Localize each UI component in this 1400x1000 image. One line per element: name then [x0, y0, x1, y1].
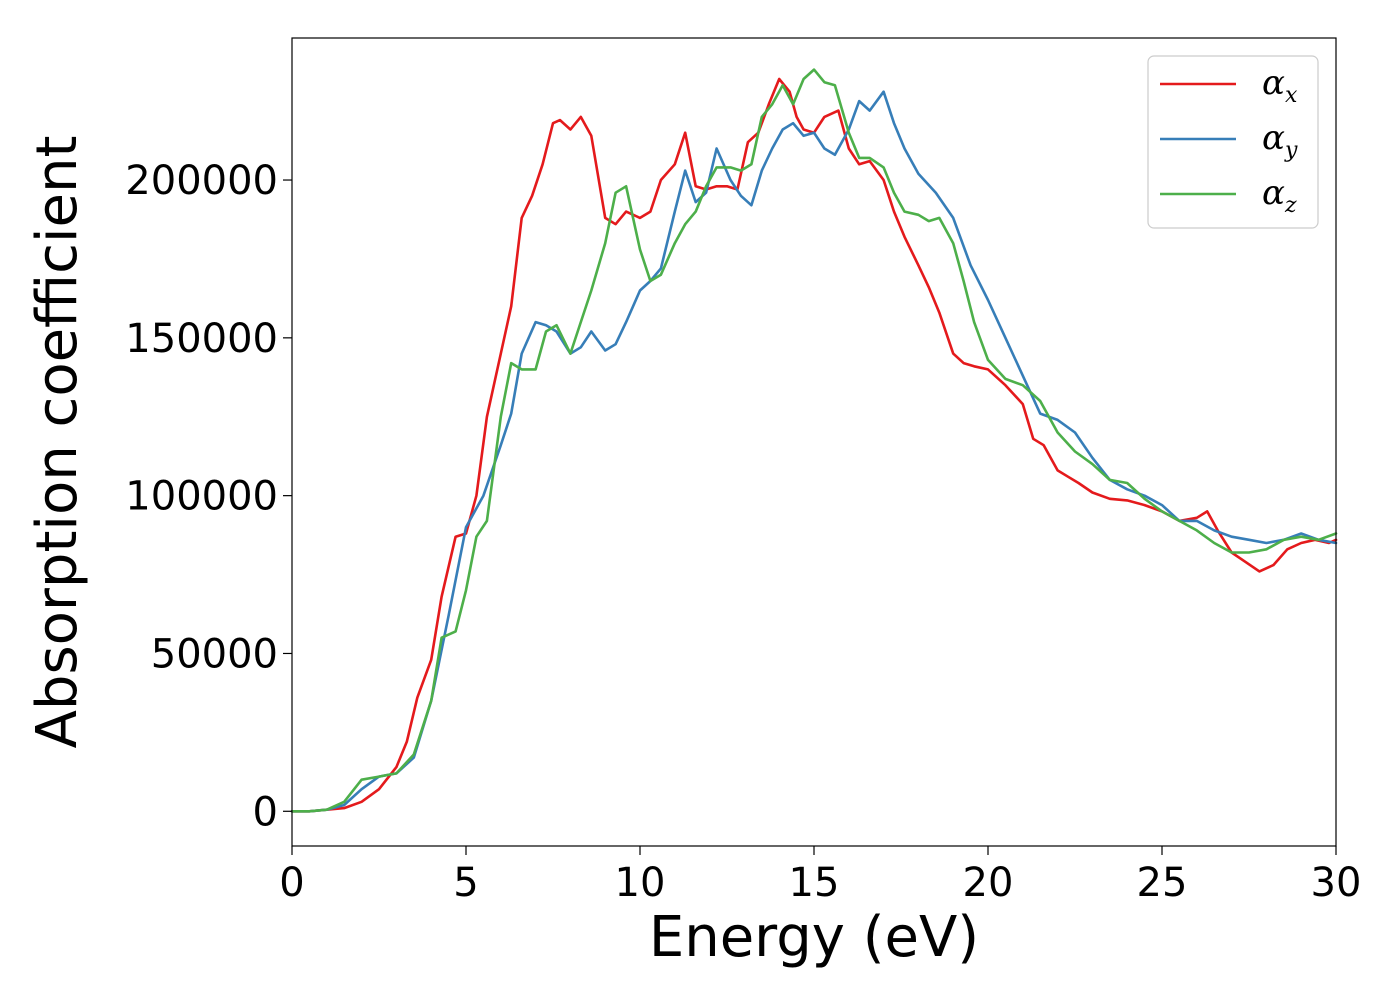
y-axis-title: Absorption coefficient [25, 136, 90, 749]
x-tick-label: 5 [453, 860, 478, 906]
y-ticks: 0 50000 100000 150000 200000 [125, 158, 292, 835]
x-axis-title: Energy (eV) [649, 905, 979, 970]
series-line-alpha-y [290, 90, 1338, 813]
legend-symbol: α [1262, 118, 1285, 158]
legend-label-alpha-y: αy [1262, 118, 1298, 163]
legend-label-alpha-z: αz [1262, 173, 1297, 218]
y-tick-label: 0 [253, 789, 278, 835]
legend-label-alpha-x: αx [1262, 63, 1298, 108]
x-tick-label: 0 [279, 860, 304, 906]
x-tick-label: 25 [1137, 860, 1188, 906]
legend-box [1147, 55, 1319, 229]
legend-subscript: z [1284, 193, 1297, 218]
y-tick-label: 100000 [125, 474, 278, 520]
x-tick-label: 15 [789, 860, 840, 906]
series-layer [290, 68, 1338, 813]
legend-symbol: α [1262, 63, 1285, 103]
x-tick-label: 30 [1311, 860, 1362, 906]
legend-subscript: x [1285, 83, 1298, 108]
x-tick-label: 10 [615, 860, 666, 906]
series-line-alpha-z [290, 68, 1338, 813]
y-tick-label: 150000 [125, 316, 278, 362]
x-tick-label: 20 [963, 860, 1014, 906]
y-tick-label: 50000 [151, 631, 278, 677]
y-tick-label: 200000 [125, 158, 278, 204]
x-ticks: 0 5 10 15 20 25 30 [279, 846, 1361, 906]
legend-symbol: α [1262, 173, 1285, 213]
legend-subscript: y [1284, 138, 1298, 163]
